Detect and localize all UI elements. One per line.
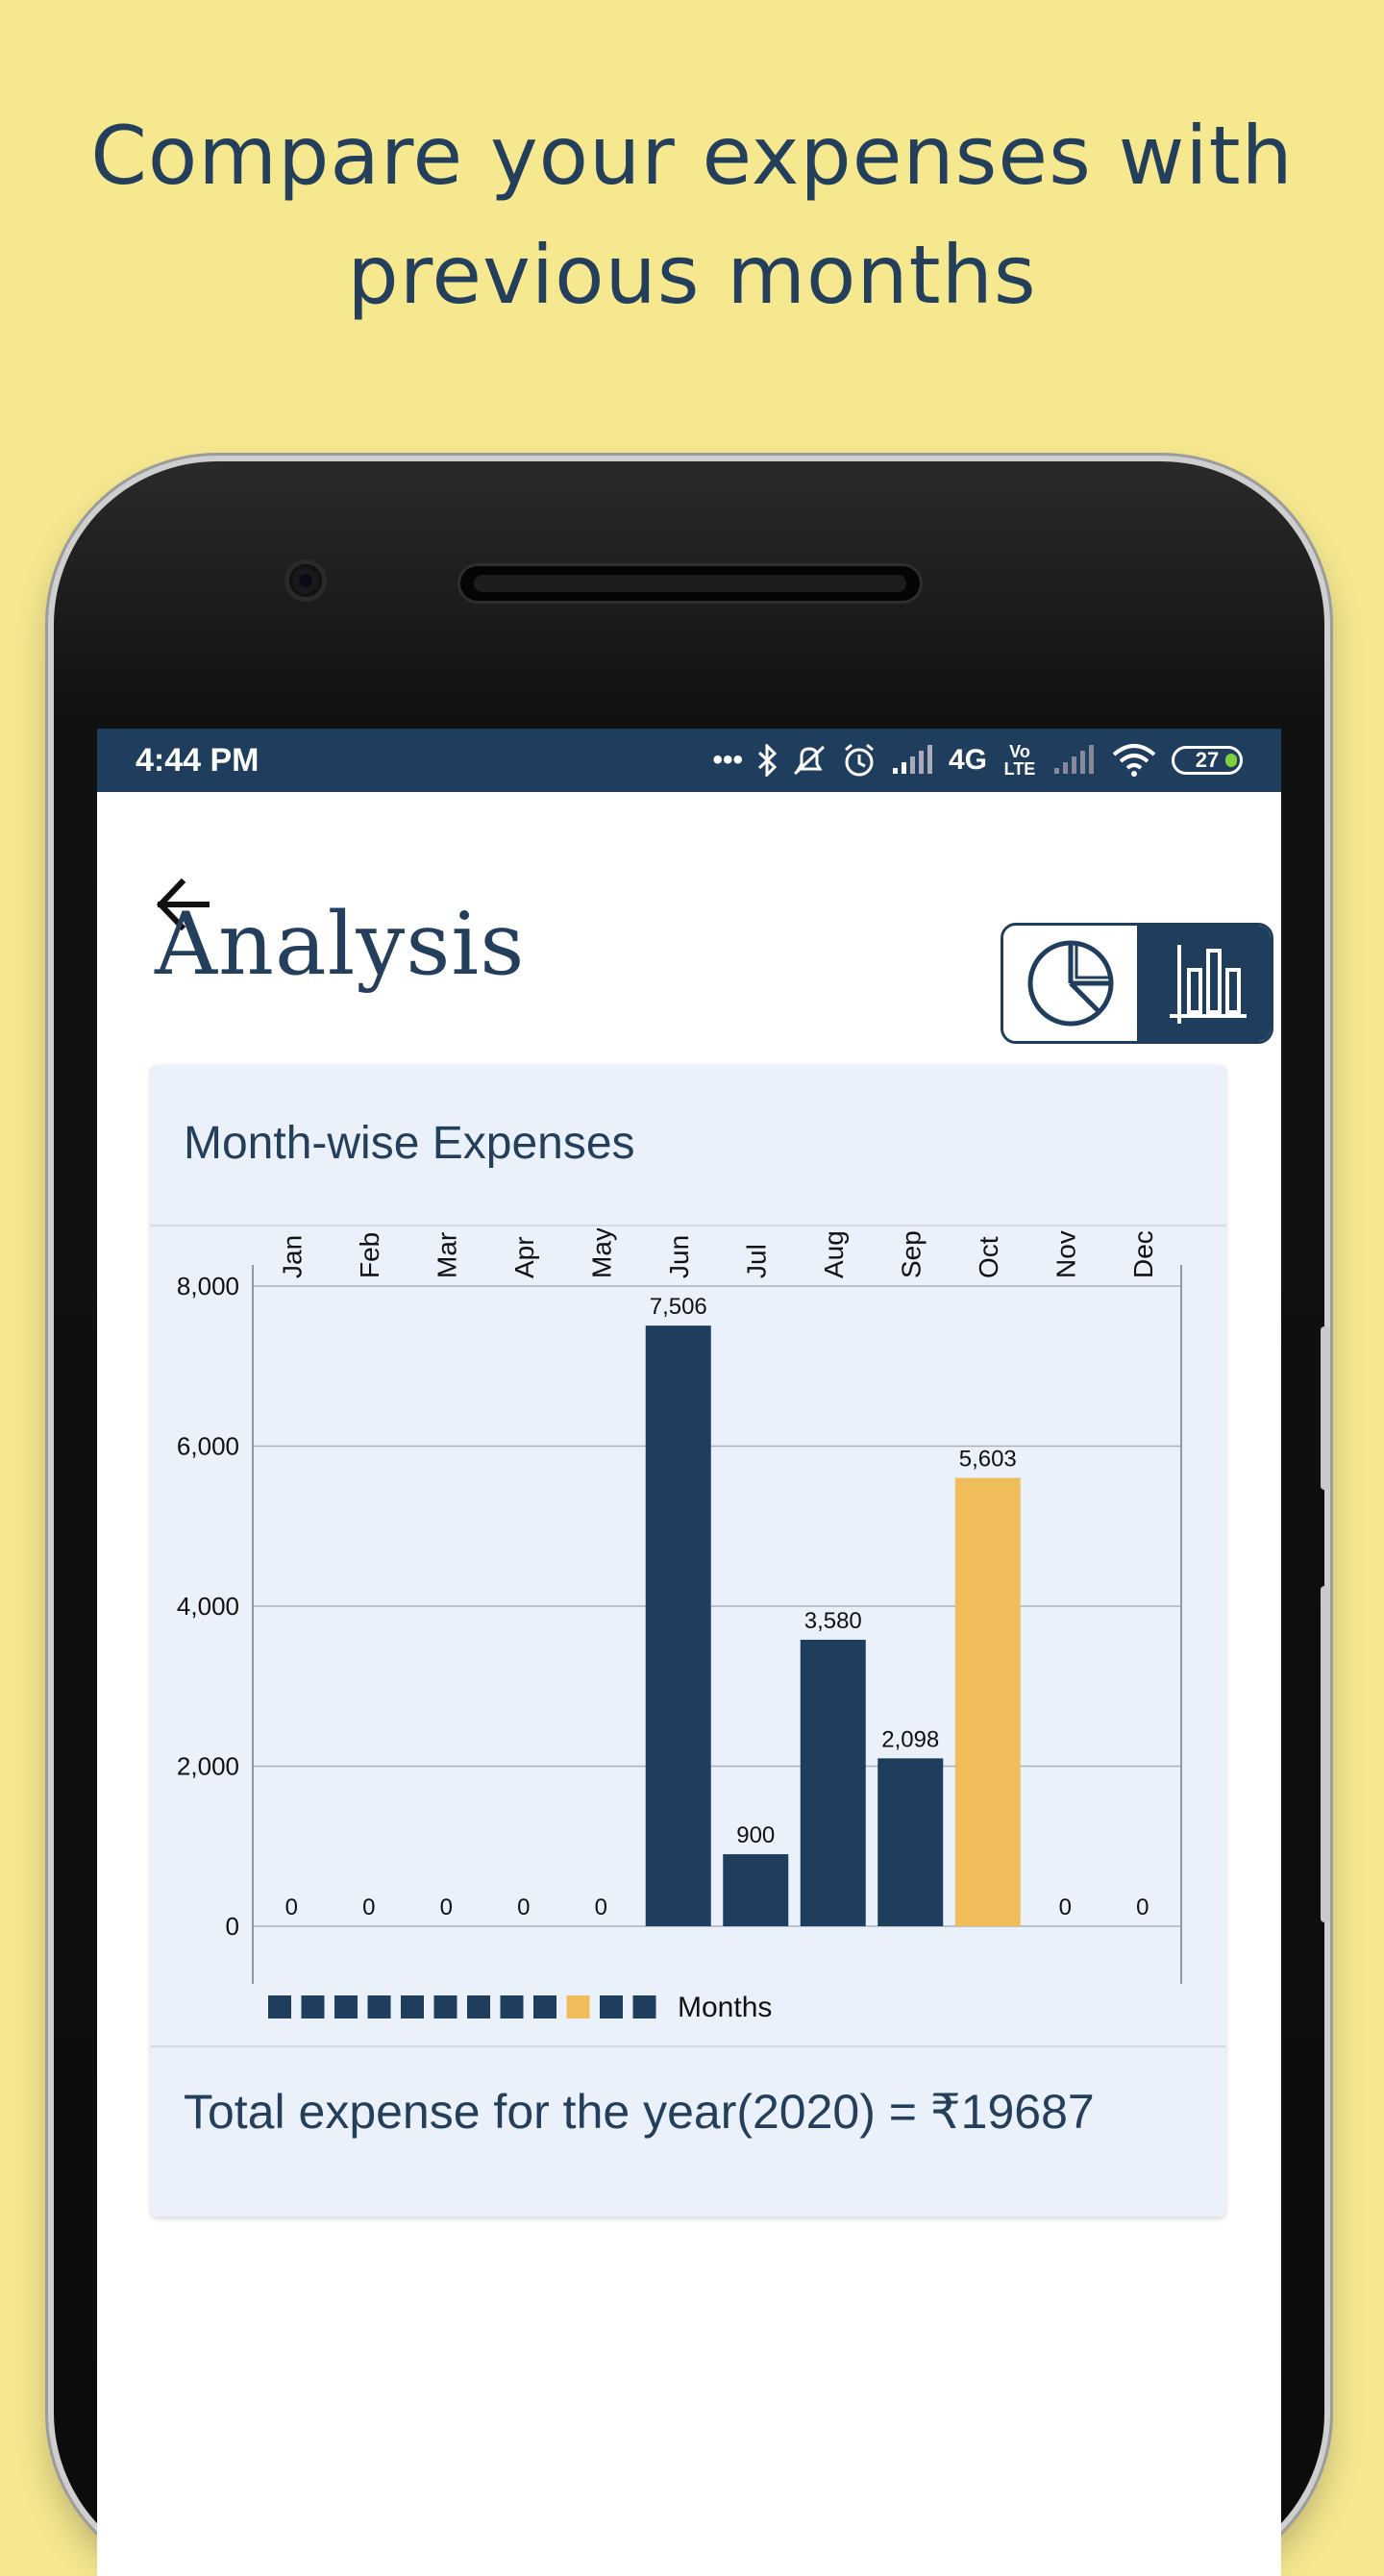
- legend-swatch: [500, 1995, 524, 2019]
- status-time: 4:44 PM: [136, 741, 260, 779]
- yearly-total: Total expense for the year(2020) = ₹1968…: [184, 2085, 1095, 2139]
- legend-swatch: [632, 1995, 656, 2019]
- card-divider-bottom: [151, 2045, 1225, 2047]
- signal-icon: [892, 745, 932, 774]
- x-tick-label: Oct: [974, 1236, 1003, 1278]
- legend-label: Months: [678, 1992, 772, 2023]
- bar-chart-icon: [1169, 945, 1247, 1024]
- battery-indicator: 27: [1172, 746, 1243, 775]
- app-screen: 4:44 PM ••• 4G Vo LTE 27 Analysis: [97, 729, 1281, 2576]
- phone-frame: 4:44 PM ••• 4G Vo LTE 27 Analysis: [54, 461, 1330, 2576]
- month-bar-chart: 0 2,000 4,000 6,000 8,000 0 Jan 0 Feb 0 Mar 0 Apr 0 Ma…: [177, 1228, 1182, 2023]
- data-label: 3,580: [804, 1608, 862, 1634]
- y-tick-label: 4,000: [177, 1592, 239, 1621]
- card-title: Month-wise Expenses: [184, 1118, 635, 1169]
- x-tick-label: Feb: [355, 1232, 384, 1278]
- earpiece-speaker: [457, 563, 923, 604]
- legend-swatch: [533, 1995, 556, 2019]
- y-tick-label: 0: [226, 1912, 239, 1941]
- y-tick-label: 6,000: [177, 1432, 239, 1461]
- legend-swatch: [467, 1995, 490, 2019]
- legend-swatch: [401, 1995, 424, 2019]
- legend-swatch: [566, 1995, 590, 2019]
- pie-chart-toggle-button[interactable]: [1003, 926, 1137, 1041]
- data-label: 0: [517, 1895, 530, 1920]
- pie-chart-icon: [1027, 940, 1113, 1027]
- legend-swatch: [433, 1995, 457, 2019]
- x-tick-label: Apr: [509, 1236, 539, 1278]
- data-label: 0: [285, 1895, 298, 1920]
- data-label: 7,506: [650, 1294, 707, 1320]
- data-label: 2,098: [881, 1726, 939, 1752]
- data-label: 0: [1059, 1895, 1072, 1920]
- data-label: 0: [595, 1895, 607, 1920]
- data-label: 0: [440, 1895, 453, 1920]
- data-label: 5,603: [959, 1447, 1017, 1473]
- x-tick-label: Sep: [896, 1230, 926, 1278]
- x-tick-label: Mar: [432, 1232, 461, 1278]
- phone-side-button-top: [1321, 1326, 1330, 1490]
- legend-swatch: [600, 1995, 623, 2019]
- bar-oct: [954, 1477, 1021, 1926]
- headline-line-1: Compare your expenses with: [90, 109, 1294, 203]
- x-tick-label: May: [586, 1228, 616, 1278]
- volte-indicator: Vo LTE: [1003, 742, 1036, 779]
- promo-headline: Compare your expenses with previous mont…: [0, 96, 1384, 334]
- bar-sep: [877, 1758, 944, 1926]
- chart-type-toggle: [1001, 923, 1273, 1044]
- data-label: 0: [1136, 1895, 1149, 1920]
- legend-swatch: [334, 1995, 358, 2019]
- x-tick-label: Nov: [1050, 1230, 1080, 1278]
- x-tick-label: Jun: [664, 1235, 694, 1278]
- headline-line-2: previous months: [347, 228, 1037, 322]
- signal-sim2-icon: [1054, 745, 1094, 774]
- page-title: Analysis: [155, 894, 526, 995]
- status-icons: ••• 4G Vo LTE 27: [712, 742, 1243, 779]
- expenses-card: Month-wise Expenses 0 2,000 4,000 6,000 8,00…: [151, 1065, 1225, 2217]
- x-tick-label: Jan: [277, 1235, 307, 1278]
- data-label: 0: [362, 1895, 375, 1920]
- phone-side-button-bottom: [1321, 1586, 1330, 1922]
- alarm-icon: [845, 743, 874, 777]
- status-bar: 4:44 PM ••• 4G Vo LTE 27: [97, 729, 1281, 792]
- back-arrow-icon[interactable]: [149, 871, 216, 938]
- wifi-icon: [1112, 744, 1156, 777]
- x-tick-label: Jul: [741, 1244, 771, 1278]
- bar-aug: [800, 1639, 866, 1926]
- notifications-off-icon: [793, 745, 825, 776]
- card-divider-top: [151, 1225, 1225, 1226]
- y-tick-label: 8,000: [177, 1272, 239, 1300]
- battery-level: 27: [1195, 748, 1220, 772]
- x-tick-label: Dec: [1128, 1230, 1158, 1278]
- legend-swatch: [301, 1995, 325, 2019]
- bar-jul: [723, 1854, 789, 1926]
- bar-chart-toggle-button[interactable]: [1137, 926, 1271, 1041]
- bar-jun: [645, 1325, 711, 1926]
- network-type: 4G: [948, 744, 987, 776]
- data-label: 900: [736, 1822, 775, 1848]
- x-tick-label: Aug: [819, 1230, 849, 1278]
- legend-swatch: [268, 1995, 291, 2019]
- front-camera: [284, 559, 327, 602]
- y-tick-label: 2,000: [177, 1752, 239, 1781]
- more-notifications-icon: •••: [712, 744, 743, 776]
- bluetooth-icon: [757, 744, 778, 777]
- legend-swatch: [367, 1995, 391, 2019]
